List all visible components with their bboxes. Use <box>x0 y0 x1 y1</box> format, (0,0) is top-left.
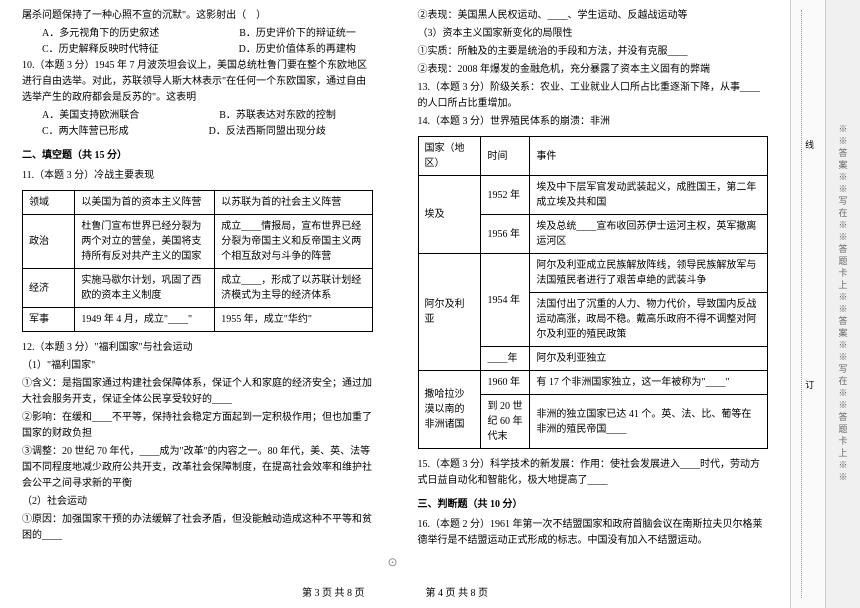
q10-opt-c: C．两大阵营已形成 <box>42 124 129 140</box>
q12-2b: ②表现：美国黑人民权运动、____、学生运动、反越战运动等 <box>418 8 769 24</box>
t1-r2c2: 实施马歇尔计划，巩固了西欧的资本主义制度 <box>75 269 215 308</box>
q10-row1: A．美国支持欧洲联合 B．苏联表达对东欧的控制 <box>22 108 373 124</box>
t2-r1c2a: 1952 年 <box>481 176 530 215</box>
t2-r3c3a: 有 17 个非洲国家独立，这一年被称为"____" <box>530 371 768 395</box>
q12-1a: ①含义：是指国家通过构建社会保障体系，保证个人和家庭的经济安全；通过加大社会服务… <box>22 376 373 408</box>
q11-stem: 11.（本题 3 分）冷战主要表现 <box>22 168 373 184</box>
t1-r2c1: 经济 <box>23 269 75 308</box>
gutter-vertical-text: ※※答案※※写在※※答题卡上※※答案※※写在※※答题卡上※※ <box>837 124 850 484</box>
section3-heading: 三、判断题（共 10 分） <box>418 497 769 513</box>
footer-right: 第 4 页 共 8 页 <box>426 586 489 602</box>
t2-r3c2a: 1960 年 <box>481 371 530 395</box>
q12-1b: ②影响：在缓和____不平等，保持社会稳定方面起到一定积极作用；但也加重了国家的… <box>22 410 373 442</box>
t2-h3: 事件 <box>530 137 768 176</box>
t2-r2c3a1: 阿尔及利亚成立民族解放阵线，领导民族解放军与法国殖民者进行了艰苦卓绝的武装斗争 <box>530 254 768 293</box>
t2-r1c3b: 埃及总统____宣布收回苏伊士运河主权，英军撤离运河区 <box>530 215 768 254</box>
q9-opt-c: C．历史解释反映时代特征 <box>42 42 159 58</box>
q12-1: （1）"福利国家" <box>22 358 373 374</box>
q12-1c: ③调整：20 世纪 70 年代，____成为"改革"的内容之一。80 年代，美、… <box>22 444 373 492</box>
t2-r1c1: 埃及 <box>418 176 481 254</box>
t2-r1c3a: 埃及中下层军官发动武装起义，成胜国王，第二年成立埃及共和国 <box>530 176 768 215</box>
t2-r2c2a: 1954 年 <box>481 254 530 347</box>
q9-row1: A．多元视角下的历史叙述 B．历史评价下的辩证统一 <box>22 26 373 42</box>
q10-stem: 10.（本题 3 分）1945 年 7 月波茨坦会议上，美国总统杜鲁门要在整个东… <box>22 58 373 106</box>
t1-r3c2: 1949 年 4 月，成立"____" <box>75 308 215 332</box>
q16: 16.（本题 2 分）1961 年第一次不结盟国家和政府首脑会议在南斯拉夫贝尔格… <box>418 517 769 549</box>
q12-3b: ②表现：2008 年爆发的金融危机，充分暴露了资本主义固有的弊端 <box>418 62 769 78</box>
t1-r3c1: 军事 <box>23 308 75 332</box>
t1-h2: 以美国为首的资本主义阵营 <box>75 191 215 215</box>
q10-opt-a: A．美国支持欧洲联合 <box>42 108 139 124</box>
q9-opt-a: A．多元视角下的历史叙述 <box>42 26 159 42</box>
t2-r1c2b: 1956 年 <box>481 215 530 254</box>
t1-r1c3: 成立____情报局，宣布世界已经分裂为帝国主义和反帝国主义两个相互敌对与斗争的阵… <box>215 215 372 269</box>
page-container: 屠杀问题保持了一种心照不宣的沉默"。这影射出（ ） A．多元视角下的历史叙述 B… <box>0 0 860 608</box>
q12-2a: ①原因：加强国家干预的办法缓解了社会矛盾，但没能触动造成这种不平等和贫困的___… <box>22 512 373 544</box>
q10-row2: C．两大阵营已形成 D．反法西斯同盟出现分歧 <box>22 124 373 140</box>
table-coldwar: 领域 以美国为首的资本主义阵营 以苏联为首的社会主义阵营 政治 杜鲁门宣布世界已… <box>22 190 373 332</box>
gutter-main: ※※答案※※写在※※答题卡上※※答案※※写在※※答题卡上※※ <box>825 0 860 608</box>
q12-stem: 12.（本题 3 分）"福利国家"与社会运动 <box>22 340 373 356</box>
gutter-dots: 线 订 <box>790 0 825 608</box>
t1-h3: 以苏联为首的社会主义阵营 <box>215 191 372 215</box>
q15: 15.（本题 3 分）科学技术的新发展：作用：使社会发展进入____时代，劳动方… <box>418 457 769 489</box>
footer-left: 第 3 页 共 8 页 <box>302 586 365 602</box>
q13: 13.（本题 3 分）阶级关系：农业、工业就业人口所占比重逐渐下降，从事____… <box>418 80 769 112</box>
t2-r2c2b: ____年 <box>481 347 530 371</box>
table-africa: 国家（地区） 时间 事件 埃及 1952 年 埃及中下层军官发动武装起义，成胜国… <box>418 136 769 449</box>
t2-r2c3a2: 法国付出了沉重的人力、物力代价，导致国内反战运动高涨，政局不稳。戴高乐政府不得不… <box>530 293 768 347</box>
t2-r3c2b: 到 20 世纪 60 年代末 <box>481 395 530 449</box>
q9-opt-d: D．历史价值体系的再建构 <box>239 42 356 58</box>
dotted-line-icon <box>801 10 802 598</box>
t2-r2c1: 阿尔及利亚 <box>418 254 481 371</box>
section2-heading: 二、填空题（共 15 分） <box>22 148 373 164</box>
t2-h1: 国家（地区） <box>418 137 481 176</box>
right-page: ②表现：美国黑人民权运动、____、学生运动、反越战运动等 （3）资本主义国家新… <box>396 0 791 608</box>
t2-r3c3b: 非洲的独立国家已达 41 个。英、法、比、葡等在非洲的殖民帝国____ <box>530 395 768 449</box>
q9-row2: C．历史解释反映时代特征 D．历史价值体系的再建构 <box>22 42 373 58</box>
t1-r2c3: 成立____，形成了以苏联计划经济模式为主导的经济体系 <box>215 269 372 308</box>
q10-opt-b: B．苏联表达对东欧的控制 <box>219 108 336 124</box>
t2-h2: 时间 <box>481 137 530 176</box>
q12-3: （3）资本主义国家新变化的局限性 <box>418 26 769 42</box>
gutter-label-2: 订 <box>803 380 816 389</box>
q9-opt-b: B．历史评价下的辩证统一 <box>239 26 356 42</box>
q9-stem: 屠杀问题保持了一种心照不宣的沉默"。这影射出（ ） <box>22 8 373 24</box>
t1-r1c2: 杜鲁门宣布世界已经分裂为两个对立的营垒，美国将支持所有反对共产主义的国家 <box>75 215 215 269</box>
q14: 14.（本题 3 分）世界殖民体系的崩溃：非洲 <box>418 114 769 130</box>
t2-r2c3b: 阿尔及利亚独立 <box>530 347 768 371</box>
left-page: 屠杀问题保持了一种心照不宣的沉默"。这影射出（ ） A．多元视角下的历史叙述 B… <box>0 0 395 608</box>
q12-3a: ①实质：所触及的主要是统治的手段和方法，并没有克服____ <box>418 44 769 60</box>
t2-r3c1: 撒哈拉沙漠以南的非洲诸国 <box>418 371 481 449</box>
t1-r3c3: 1955 年，成立"华约" <box>215 308 372 332</box>
t1-h1: 领域 <box>23 191 75 215</box>
t1-r1c1: 政治 <box>23 215 75 269</box>
q10-opt-d: D．反法西斯同盟出现分歧 <box>209 124 326 140</box>
gutter-label-1: 线 <box>803 140 816 149</box>
q12-2: （2）社会运动 <box>22 494 373 510</box>
